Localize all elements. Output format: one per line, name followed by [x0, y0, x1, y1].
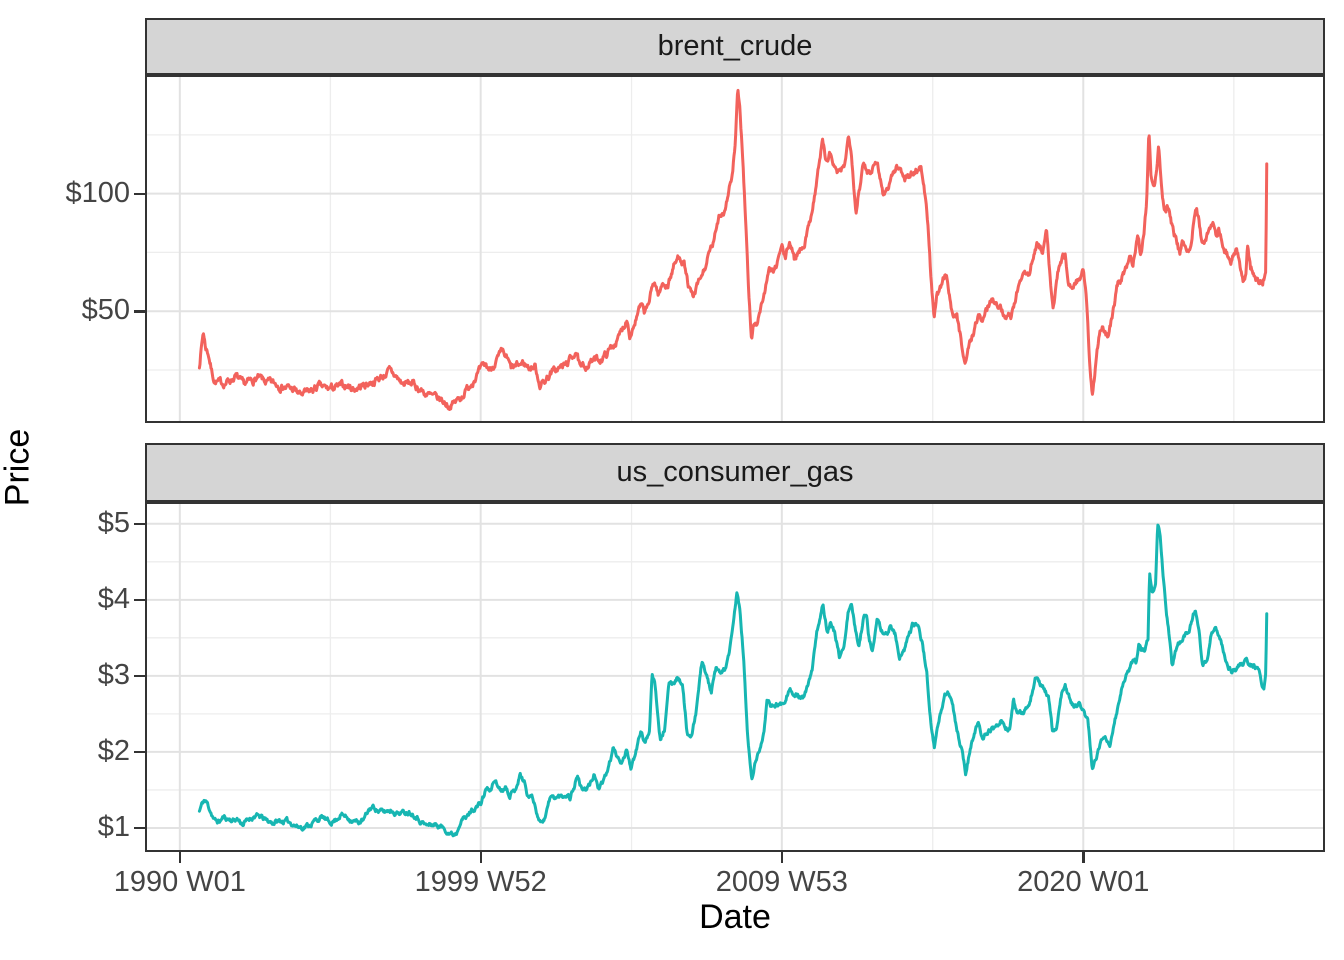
x-tick-label: 1999 W52: [414, 866, 547, 898]
axis-tick-mark: [134, 750, 145, 754]
panel-plot-svg: [147, 77, 1323, 421]
series-line-brent_crude: [197, 88, 1269, 411]
facet-strip-label: brent_crude: [657, 30, 813, 62]
axis-tick-mark: [134, 192, 145, 196]
x-axis-title: Date: [699, 898, 771, 936]
y-tick-label: $2: [97, 734, 130, 767]
plot-panel-us-consumer-gas: [145, 502, 1325, 852]
axis-tick-mark: [134, 674, 145, 678]
axis-tick-mark: [134, 522, 145, 526]
x-tick-label: 2020 W01: [1017, 866, 1150, 898]
x-tick-label: 1990 W01: [113, 866, 246, 898]
y-tick-label: $4: [97, 582, 130, 615]
panel-plot-svg: [147, 504, 1323, 850]
y-tick-label: $5: [97, 506, 130, 539]
axis-tick-mark: [178, 852, 182, 863]
y-tick-label: $50: [81, 294, 130, 327]
y-axis-title: Price: [0, 428, 37, 507]
y-tick-label: $3: [97, 658, 130, 691]
y-tick-label: $1: [97, 810, 130, 843]
facet-strip-us-consumer-gas: us_consumer_gas: [145, 443, 1325, 502]
facet-strip-brent-crude: brent_crude: [145, 18, 1325, 75]
series-line-us_consumer_gas: [197, 523, 1269, 838]
y-tick-label: $100: [65, 176, 130, 209]
axis-tick-mark: [1082, 852, 1085, 863]
axis-tick-mark: [479, 852, 483, 863]
axis-tick-mark: [134, 598, 145, 602]
axis-tick-mark: [134, 826, 145, 830]
plot-panel-brent-crude: [145, 75, 1325, 423]
axis-tick-mark: [780, 852, 784, 863]
axis-tick-mark: [134, 310, 145, 313]
facet-strip-label: us_consumer_gas: [616, 456, 854, 488]
x-tick-label: 2009 W53: [715, 866, 848, 898]
